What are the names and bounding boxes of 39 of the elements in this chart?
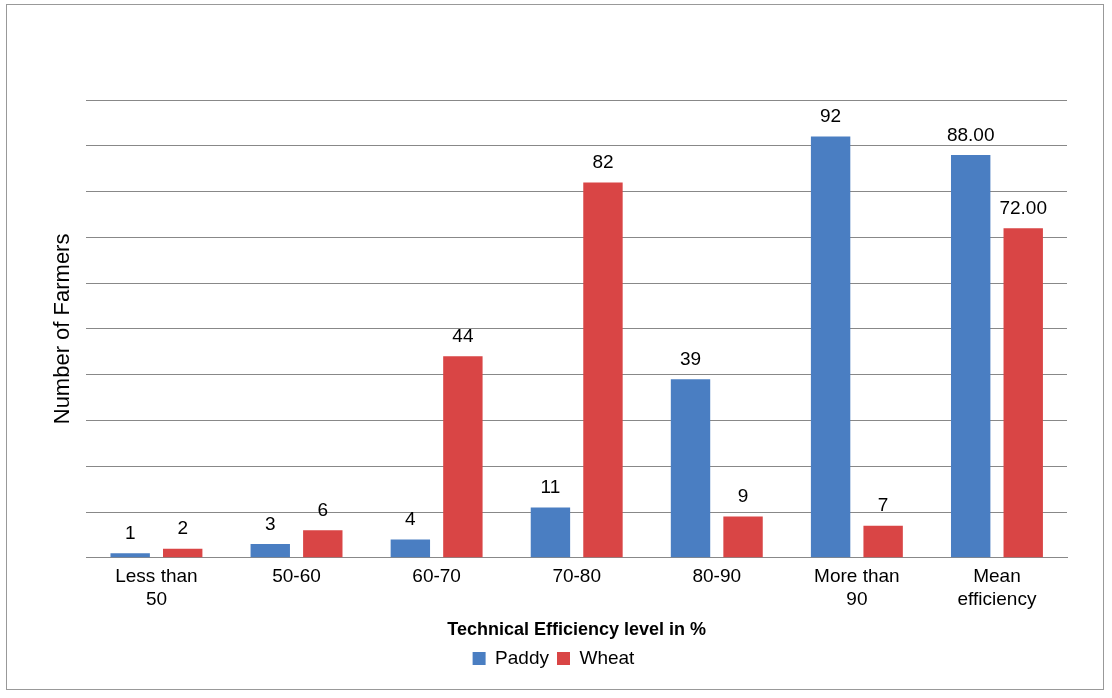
data-label: 39 (679, 347, 702, 369)
data-label: 88.00 (946, 123, 995, 145)
x-tick-label: 60-70 (412, 565, 461, 587)
bar (443, 356, 483, 558)
data-label: 82 (592, 151, 614, 173)
data-label: 92 (820, 105, 842, 127)
data-label: 9 (737, 485, 749, 507)
bar (390, 539, 431, 558)
bar (163, 548, 203, 558)
bar (670, 379, 711, 558)
bar (863, 525, 903, 558)
bar (303, 530, 343, 558)
data-label: 72.00 (999, 196, 1047, 218)
x-axis-title: Technical Efficiency level in % (447, 619, 707, 640)
legend-label: Paddy (495, 646, 550, 668)
bar (810, 136, 851, 558)
data-label: 44 (452, 325, 474, 347)
bar (1003, 228, 1043, 558)
data-label: 1 (124, 521, 136, 543)
legend-label: Wheat (579, 646, 636, 668)
x-tick-label: Mean efficiency (957, 565, 1037, 610)
y-axis-title: Number of Farmers (49, 233, 75, 425)
data-label: 7 (877, 494, 889, 516)
bar (583, 182, 623, 558)
bar (110, 553, 150, 558)
x-tick-label: 80-90 (692, 565, 742, 587)
data-label: 4 (405, 508, 417, 530)
x-tick-label: Less than 50 (115, 565, 198, 610)
bar (250, 544, 290, 558)
bar (950, 154, 991, 558)
x-tick-label: More than 90 (814, 565, 900, 610)
bar (530, 507, 571, 558)
bar (723, 516, 763, 558)
data-label: 11 (540, 476, 561, 498)
x-tick-label: 50-60 (272, 565, 321, 587)
data-label: 6 (317, 499, 329, 521)
data-label: 3 (264, 512, 276, 534)
x-tick-label: 70-80 (552, 565, 601, 587)
data-label: 2 (177, 517, 188, 539)
